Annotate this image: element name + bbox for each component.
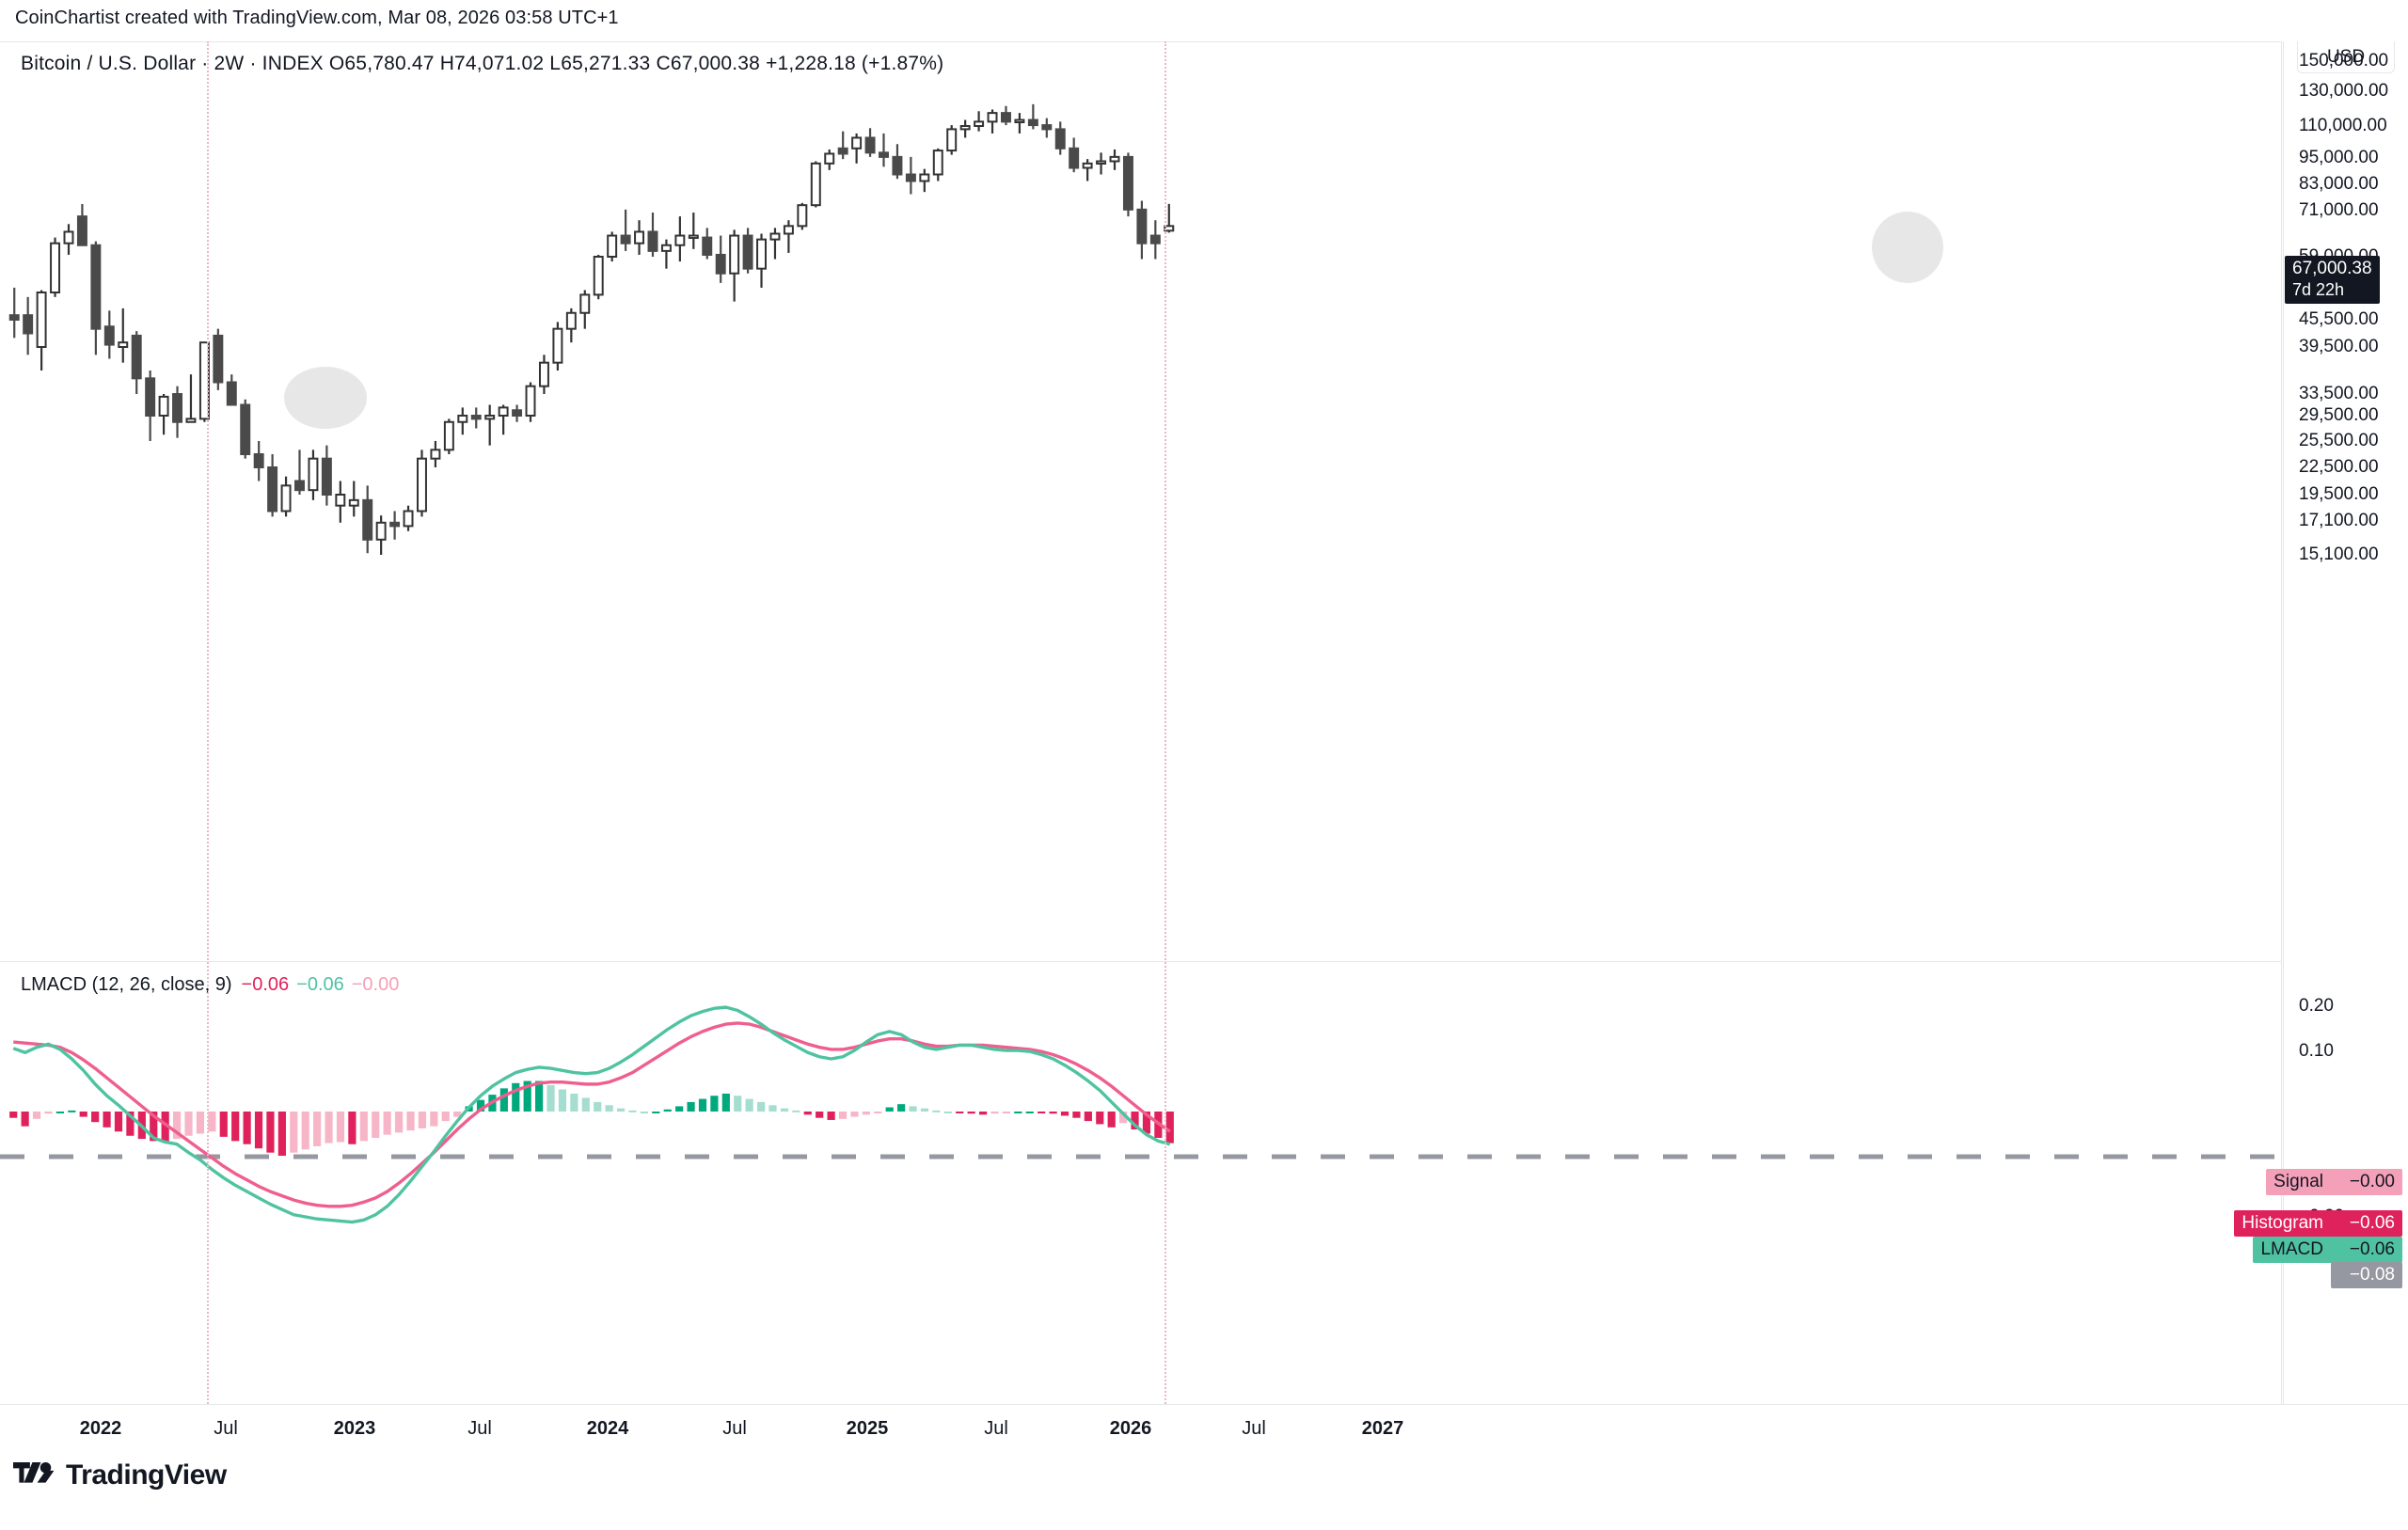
time-tick-Jul-5: Jul xyxy=(722,1418,747,1439)
vertical-marker-right xyxy=(1164,41,1166,1404)
tradingview-mark-icon xyxy=(13,1461,55,1483)
time-tick-Jul-9: Jul xyxy=(1242,1418,1266,1439)
macd-tag-label: Histogram xyxy=(2242,1213,2323,1233)
time-tick-2025-6: 2025 xyxy=(846,1418,889,1439)
vertical-marker-left xyxy=(207,41,209,1404)
macd-pane[interactable] xyxy=(0,962,2282,1404)
macd-tag-signal: Signal −0.00 xyxy=(2266,1169,2402,1195)
candlestick-series xyxy=(8,103,1175,555)
tradingview-logo[interactable]: TradingView xyxy=(13,1459,227,1491)
macd-legend[interactable]: LMACD (12, 26, close, 9) −0.06 −0.06 −0.00 xyxy=(21,974,399,996)
pane-divider xyxy=(0,961,2282,962)
macd-tick-0: 0.20 xyxy=(2299,996,2334,1016)
price-tick-3: 95,000.00 xyxy=(2299,148,2379,167)
price-tick-13: 22,500.00 xyxy=(2299,457,2379,477)
macd-tag-label: Signal xyxy=(2273,1172,2323,1191)
macd-tag-histogram: Histogram −0.06 xyxy=(2234,1210,2402,1237)
time-tick-2026-8: 2026 xyxy=(1109,1418,1152,1439)
time-tick-2024-4: 2024 xyxy=(586,1418,629,1439)
axis-currency-label: USD xyxy=(2297,41,2395,73)
price-tick-4: 83,000.00 xyxy=(2299,174,2379,194)
price-tick-2: 110,000.00 xyxy=(2299,116,2387,135)
time-tick-2023-2: 2023 xyxy=(333,1418,376,1439)
price-tick-11: 29,500.00 xyxy=(2299,405,2379,425)
time-axis[interactable]: 2022 Jul 2023 Jul 2024 Jul 2025 Jul 2026 Jul 2027 xyxy=(0,1404,2408,1451)
macd-tag-value: −0.00 xyxy=(2349,1172,2395,1191)
time-tick-Jul-7: Jul xyxy=(984,1418,1008,1439)
price-tick-0: 150,000.00 xyxy=(2299,51,2389,71)
macd-legend-title: LMACD (12, 26, close, 9) xyxy=(21,974,232,995)
time-tick-Jul-3: Jul xyxy=(467,1418,492,1439)
price-tick-8: 45,500.00 xyxy=(2299,309,2379,329)
time-tick-2027-10: 2027 xyxy=(1361,1418,1404,1439)
macd-tag-label: LMACD xyxy=(2260,1239,2323,1259)
macd-legend-histogram-value: −0.06 xyxy=(241,974,290,995)
macd-tag-value: −0.06 xyxy=(2349,1239,2395,1259)
macd-tag-value: −0.06 xyxy=(2349,1213,2395,1233)
macd-tag-value: −0.08 xyxy=(2349,1265,2395,1285)
price-tick-12: 25,500.00 xyxy=(2299,431,2379,450)
price-tick-15: 17,100.00 xyxy=(2299,511,2379,530)
symbol-legend[interactable]: Bitcoin / U.S. Dollar · 2W · INDEX O65,7… xyxy=(21,53,944,74)
current-price-value: 67,000.38 xyxy=(2292,259,2372,278)
price-tick-5: 71,000.00 xyxy=(2299,200,2379,220)
macd-tick-1: 0.10 xyxy=(2299,1041,2334,1061)
macd-legend-macd-value: −0.06 xyxy=(296,974,344,995)
attribution-text: CoinChartist created with TradingView.co… xyxy=(15,8,619,28)
macd-legend-signal-value: −0.00 xyxy=(351,974,400,995)
time-tick-2022-0: 2022 xyxy=(79,1418,122,1439)
macd-tag-lmacd: LMACD −0.06 xyxy=(2253,1237,2402,1263)
bar-countdown: 7d 22h xyxy=(2292,280,2345,299)
price-tick-14: 19,500.00 xyxy=(2299,484,2379,504)
chart-frame xyxy=(0,41,2282,1426)
highlight-blob-right xyxy=(1872,212,1943,283)
highlight-blob-left xyxy=(284,367,367,429)
price-tick-16: 15,100.00 xyxy=(2299,544,2379,564)
price-tick-9: 39,500.00 xyxy=(2299,337,2379,356)
tradingview-wordmark: TradingView xyxy=(66,1459,227,1491)
time-tick-Jul-1: Jul xyxy=(214,1418,238,1439)
price-tick-10: 33,500.00 xyxy=(2299,384,2379,403)
price-tick-1: 130,000.00 xyxy=(2299,81,2389,101)
price-pane[interactable] xyxy=(0,42,2282,961)
macd-tag-value: −0.08 xyxy=(2331,1262,2402,1288)
current-price-tag: 67,000.38 7d 22h xyxy=(2285,256,2380,304)
macd-series xyxy=(0,1005,2282,1224)
